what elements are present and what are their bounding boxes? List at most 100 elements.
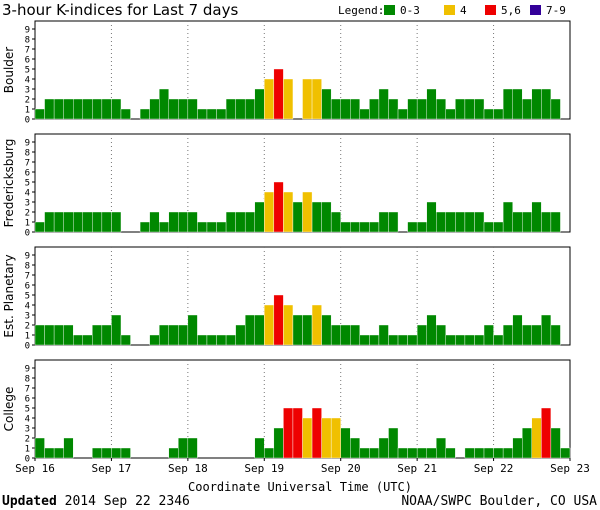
k-index-bar	[483, 324, 494, 346]
k-index-bar	[197, 221, 208, 233]
k-index-bar	[378, 211, 389, 233]
k-index-bar	[330, 324, 341, 346]
k-index-bar	[474, 334, 485, 346]
x-axis-label: Coordinate Universal Time (UTC)	[188, 480, 412, 494]
k-index-bar	[416, 98, 427, 120]
k-index-bar	[73, 98, 83, 120]
k-index-bar	[550, 211, 561, 233]
k-index-bar	[560, 447, 571, 459]
chart-title: 3-hour K-indices for Last 7 days	[2, 1, 238, 19]
y-tick-label: 8	[25, 262, 30, 272]
k-index-bar	[302, 191, 313, 233]
k-index-bar	[369, 221, 380, 233]
k-index-bar	[273, 294, 284, 346]
k-index-bar	[178, 211, 189, 233]
k-index-bar	[44, 447, 55, 459]
k-index-bar	[264, 191, 275, 233]
y-tick-label: 5	[25, 292, 30, 302]
k-index-bar	[283, 191, 294, 233]
k-index-bar	[273, 181, 284, 233]
k-index-bar	[283, 78, 294, 120]
k-index-bar	[225, 334, 236, 346]
k-index-bar	[168, 447, 179, 459]
y-tick-label: 1	[25, 106, 30, 116]
k-index-bar	[378, 88, 389, 120]
legend-swatch	[485, 5, 496, 15]
k-index-bar	[359, 334, 370, 346]
k-index-bar	[483, 447, 494, 459]
k-index-bar	[426, 88, 437, 120]
k-index-bar	[44, 324, 55, 346]
k-index-bar	[92, 324, 103, 346]
k-index-bar	[340, 427, 351, 459]
y-tick-label: 4	[25, 415, 30, 425]
k-index-bar	[53, 211, 64, 233]
k-index-bar	[283, 304, 294, 346]
k-index-bar	[311, 201, 322, 233]
y-tick-label: 8	[25, 375, 30, 385]
legend: 0-3 4 5,6 7-9	[384, 4, 566, 17]
k-index-bar	[82, 211, 93, 233]
k-index-bar	[502, 324, 513, 346]
k-index-bar	[44, 211, 55, 233]
k-index-bar	[455, 211, 466, 233]
k-index-bar	[187, 314, 198, 346]
k-index-bar	[321, 314, 332, 346]
k-index-bar	[53, 324, 64, 346]
k-index-bar	[416, 447, 427, 459]
k-index-bar	[92, 447, 103, 459]
k-index-bar	[34, 324, 45, 346]
k-index-bar	[397, 447, 408, 459]
k-index-bar	[474, 447, 485, 459]
y-tick-label: 4	[25, 189, 30, 199]
y-tick-label: 2	[25, 96, 30, 106]
y-tick-label: 7	[25, 385, 30, 395]
k-index-bar	[34, 108, 45, 120]
k-index-bar	[187, 437, 198, 459]
y-tick-label: 6	[25, 56, 30, 66]
k-index-bar	[397, 334, 408, 346]
y-tick-label: 8	[25, 36, 30, 46]
k-index-bar	[168, 324, 179, 346]
k-index-bar	[139, 221, 150, 233]
y-tick-label: 9	[25, 139, 30, 149]
k-index-bar	[455, 334, 466, 346]
k-index-bar	[292, 407, 303, 459]
k-index-bar	[369, 334, 380, 346]
k-index-bar	[388, 98, 399, 120]
k-index-bar	[82, 334, 93, 346]
y-tick-label: 3	[25, 425, 30, 435]
k-index-bar	[388, 211, 399, 233]
k-index-bar	[149, 98, 160, 120]
y-tick-label: 7	[25, 159, 30, 169]
k-index-bar	[197, 108, 208, 120]
k-index-bar	[321, 88, 332, 120]
station-label: Fredericksburg	[2, 139, 16, 228]
k-index-bar	[149, 211, 160, 233]
k-index-bar	[445, 447, 456, 459]
k-index-bar	[206, 221, 217, 233]
k-index-bar	[493, 447, 504, 459]
k-index-bar	[531, 417, 542, 459]
k-index-bar	[340, 98, 351, 120]
legend-entry-label: 4	[460, 4, 467, 17]
k-index-bar	[101, 447, 112, 459]
k-index-bar	[206, 108, 217, 120]
k-index-bar	[206, 334, 217, 346]
y-tick-label: 9	[25, 365, 30, 375]
k-index-bar	[407, 447, 418, 459]
legend-swatch	[444, 5, 455, 15]
k-index-bar	[330, 417, 341, 459]
updated-line: Updated 2014 Sep 22 2346	[2, 494, 190, 509]
y-tick-label: 9	[25, 26, 30, 36]
k-index-bar	[120, 108, 131, 120]
k-index-bar	[111, 98, 122, 120]
y-tick-label: 4	[25, 302, 30, 312]
x-tick-label: Sep 20	[321, 462, 361, 475]
k-index-bar	[254, 88, 265, 120]
y-tick-label: 7	[25, 46, 30, 56]
k-index-bar	[101, 324, 112, 346]
k-index-bar	[168, 211, 179, 233]
k-index-bar	[264, 447, 275, 459]
